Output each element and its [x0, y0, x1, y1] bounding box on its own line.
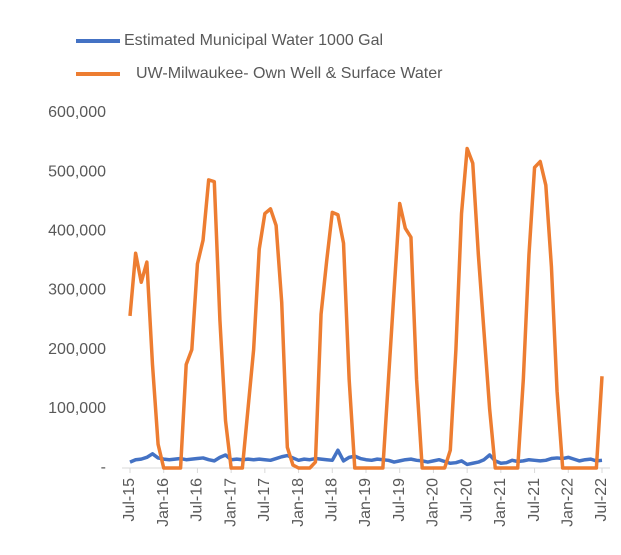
- x-tick-label: Jul-15: [121, 478, 138, 522]
- x-tick-label: Jul-16: [189, 478, 206, 522]
- x-tick-label: Jul-21: [526, 478, 543, 522]
- y-tick-label: 100,000: [48, 400, 106, 417]
- x-tick-label: Jan-16: [155, 478, 172, 527]
- y-tick-label: 600,000: [48, 104, 106, 121]
- x-tick-label: Jul-22: [593, 478, 610, 522]
- x-tick-label: Jul-17: [256, 478, 273, 522]
- series-line: [129, 448, 603, 467]
- x-tick-label: Jan-18: [290, 478, 307, 527]
- y-tick-label: 200,000: [48, 341, 106, 358]
- y-tick-label: 500,000: [48, 163, 106, 180]
- x-tick-label: Jul-20: [458, 478, 475, 522]
- x-tick-label: Jan-17: [222, 478, 239, 527]
- x-tick-label: Jul-18: [324, 478, 341, 522]
- x-tick-label: Jan-20: [425, 478, 442, 527]
- y-tick-label: -: [101, 459, 106, 476]
- legend-label: UW-Milwaukee- Own Well & Surface Water: [136, 65, 443, 82]
- x-tick-label: Jan-21: [492, 478, 509, 527]
- series-line: [128, 146, 604, 470]
- x-tick-label: Jul-19: [391, 478, 408, 522]
- x-tick-label: Jan-22: [560, 478, 577, 527]
- y-tick-label: 400,000: [48, 223, 106, 240]
- x-tick-label: Jan-19: [357, 478, 374, 527]
- y-tick-label: 300,000: [48, 282, 106, 299]
- legend-label: Estimated Municipal Water 1000 Gal: [124, 32, 383, 49]
